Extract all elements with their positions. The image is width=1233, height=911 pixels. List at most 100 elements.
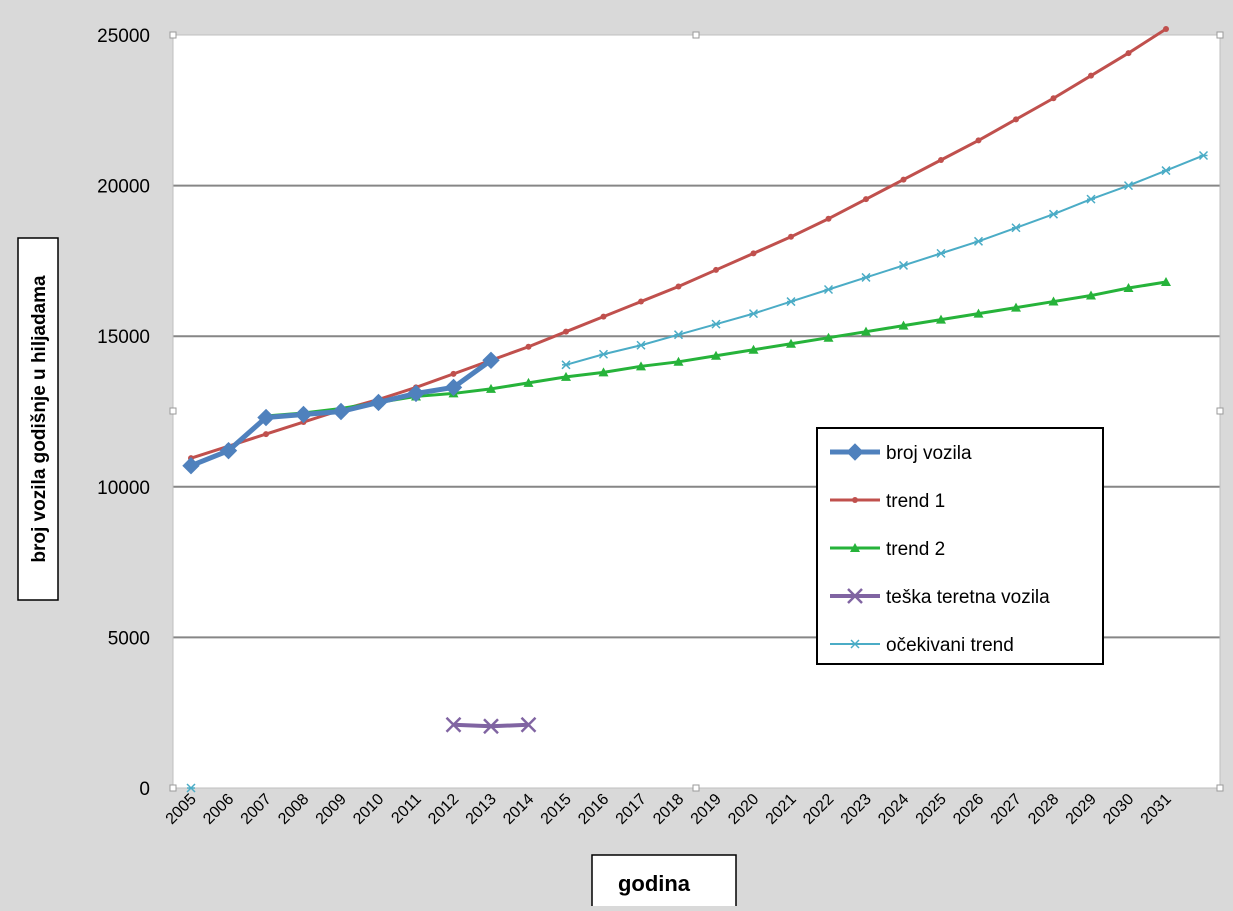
data-point-marker xyxy=(636,361,646,371)
x-tick-label: 2022 xyxy=(800,791,837,828)
y-tick-label: 20000 xyxy=(97,177,150,198)
data-point-marker xyxy=(711,319,721,329)
data-point-marker xyxy=(673,356,684,366)
legend: broj vozila trend 1 trend 2 teška teretna v… xyxy=(816,427,1104,665)
selection-handle xyxy=(169,784,177,792)
data-point-marker xyxy=(823,332,834,342)
data-point-marker xyxy=(1088,72,1094,79)
y-tick-label: 15000 xyxy=(97,327,150,348)
data-point-marker xyxy=(938,156,944,163)
legend-item: broj vozila xyxy=(830,443,972,464)
x-tick-label: 2020 xyxy=(725,791,762,828)
x-tick-label: 2028 xyxy=(1025,791,1062,828)
data-point-marker xyxy=(973,308,984,318)
data-point-marker xyxy=(1123,283,1134,293)
data-point-marker xyxy=(863,196,869,203)
series-očekivani-trend xyxy=(186,150,1209,793)
legend-item: očekivani trend xyxy=(830,635,1014,656)
x-tick-label: 2018 xyxy=(650,791,687,828)
data-point-marker xyxy=(600,313,607,320)
data-point-marker xyxy=(1163,25,1169,32)
data-point-marker xyxy=(861,272,871,282)
data-point-marker xyxy=(850,639,860,649)
selection-handle xyxy=(1216,407,1224,415)
legend-label: broj vozila xyxy=(886,443,972,464)
x-tick-label: 2031 xyxy=(1138,791,1175,828)
data-point-marker xyxy=(1086,290,1096,300)
data-point-marker xyxy=(748,309,759,319)
legend-box xyxy=(816,427,1104,665)
x-tick-label: 2010 xyxy=(350,791,387,828)
x-tick-label: 2008 xyxy=(275,791,312,828)
data-point-marker xyxy=(936,248,946,258)
selection-handle xyxy=(692,31,700,39)
data-point-marker xyxy=(294,405,313,424)
legend-label: teška teretna vozila xyxy=(886,587,1050,608)
data-point-marker xyxy=(847,588,863,604)
data-point-marker xyxy=(598,349,609,359)
x-tick-label: 2023 xyxy=(838,791,875,828)
data-point-marker xyxy=(638,298,644,305)
data-point-marker xyxy=(825,215,832,222)
data-point-marker xyxy=(750,250,757,257)
data-point-marker xyxy=(1048,209,1059,219)
legend-item: teška teretna vozila xyxy=(830,587,1050,608)
x-axis-title-box: godina xyxy=(591,854,737,911)
data-point-marker xyxy=(1013,116,1019,123)
y-axis-title: broj vozila godišnje u hiljadama xyxy=(29,275,50,563)
x-tick-label: 2009 xyxy=(313,791,350,828)
series-line xyxy=(565,154,1204,366)
data-point-marker xyxy=(257,408,275,427)
data-point-marker xyxy=(444,378,463,397)
legend-label: trend 1 xyxy=(886,491,945,512)
x-tick-label: 2030 xyxy=(1100,791,1137,828)
series-teška-teretna-vozila xyxy=(445,716,537,735)
selection-handle xyxy=(169,407,177,415)
x-tick-label: 2029 xyxy=(1063,791,1100,828)
data-point-marker xyxy=(788,233,794,240)
x-axis: 2005 2006 2007 2008 2009 2010 2011 2012 2013 2014… xyxy=(163,791,1175,828)
data-point-marker xyxy=(561,371,571,381)
x-tick-label: 2021 xyxy=(763,791,800,828)
series-broj-vozila xyxy=(182,351,500,475)
data-point-marker xyxy=(861,326,871,336)
data-point-marker xyxy=(1050,95,1057,102)
y-tick-label: 25000 xyxy=(97,26,150,47)
data-point-marker xyxy=(369,393,388,412)
x-tick-label: 2024 xyxy=(875,791,912,828)
data-point-marker xyxy=(973,236,984,246)
y-axis: 0 5000 10000 15000 20000 25000 xyxy=(97,26,150,800)
data-point-marker xyxy=(186,783,196,793)
data-point-marker xyxy=(482,351,500,370)
x-tick-label: 2011 xyxy=(388,791,424,827)
selection-handle xyxy=(692,784,700,792)
data-point-marker xyxy=(598,367,609,377)
data-point-marker xyxy=(713,266,719,273)
data-point-marker xyxy=(846,443,864,461)
data-point-marker xyxy=(786,297,796,307)
data-point-marker xyxy=(748,344,759,354)
data-point-marker xyxy=(450,370,457,377)
data-point-marker xyxy=(936,314,946,324)
x-tick-label: 2016 xyxy=(575,791,612,828)
x-tick-label: 2012 xyxy=(425,791,462,828)
data-point-marker xyxy=(1011,223,1021,233)
data-point-marker xyxy=(786,338,796,348)
data-point-marker xyxy=(898,320,909,330)
data-point-marker xyxy=(823,284,834,295)
data-point-marker xyxy=(1125,50,1132,57)
y-axis-title-box: broj vozila godišnje u hiljadama xyxy=(17,237,59,601)
data-point-marker xyxy=(898,260,909,270)
selection-handle xyxy=(169,31,177,39)
x-tick-label: 2026 xyxy=(950,791,987,828)
data-point-marker xyxy=(900,176,907,183)
data-point-marker xyxy=(407,384,425,403)
data-point-marker xyxy=(483,718,499,735)
data-point-marker xyxy=(332,402,350,421)
data-point-marker xyxy=(850,543,860,552)
y-tick-label: 0 xyxy=(139,779,150,800)
selection-handle xyxy=(1216,784,1224,792)
data-point-marker xyxy=(445,716,462,733)
x-tick-label: 2017 xyxy=(613,791,650,828)
